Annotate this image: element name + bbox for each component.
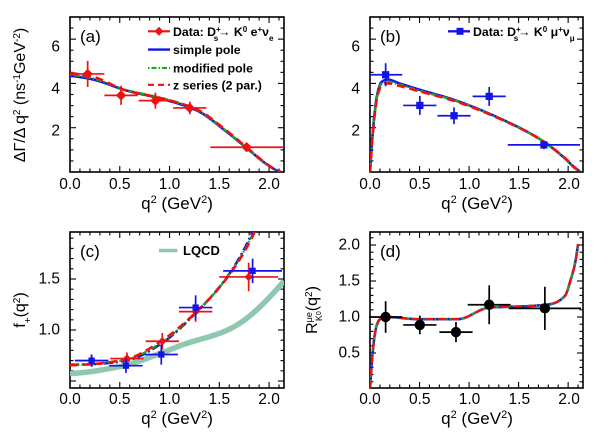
- svg-text:(d): (d): [380, 242, 401, 261]
- svg-text:1.0: 1.0: [459, 176, 481, 193]
- svg-text:1.5: 1.5: [509, 176, 531, 193]
- svg-text:4: 4: [351, 81, 360, 98]
- svg-text:6: 6: [51, 39, 60, 56]
- svg-text:2.0: 2.0: [258, 391, 280, 408]
- svg-text:1.0: 1.0: [459, 391, 481, 408]
- svg-text:0.0: 0.0: [359, 391, 381, 408]
- svg-text:LQCD: LQCD: [183, 243, 220, 258]
- svg-text:2.0: 2.0: [558, 176, 580, 193]
- svg-text:0.0: 0.0: [59, 176, 81, 193]
- svg-text:2: 2: [51, 123, 60, 140]
- svg-text:(b): (b): [380, 27, 401, 46]
- svg-text:2.0: 2.0: [258, 176, 280, 193]
- svg-text:simple pole: simple pole: [173, 43, 241, 57]
- svg-text:0.5: 0.5: [109, 391, 131, 408]
- svg-text:2: 2: [351, 123, 360, 140]
- svg-text:0.5: 0.5: [109, 176, 131, 193]
- svg-text:0.0: 0.0: [359, 176, 381, 193]
- svg-text:0.0: 0.0: [59, 391, 81, 408]
- svg-text:(a): (a): [80, 27, 101, 46]
- svg-text:modified pole: modified pole: [173, 61, 253, 75]
- svg-text:1.0: 1.0: [159, 391, 181, 408]
- svg-text:1.5: 1.5: [509, 391, 531, 408]
- svg-text:ΔΓ/Δ q2 (ns-1GeV-2): ΔΓ/Δ q2 (ns-1GeV-2): [12, 28, 30, 162]
- svg-text:1.5: 1.5: [338, 273, 360, 290]
- svg-text:6: 6: [351, 39, 360, 56]
- svg-text:z series (2 par.): z series (2 par.): [173, 78, 262, 92]
- svg-text:1.5: 1.5: [38, 271, 60, 288]
- svg-text:4: 4: [51, 81, 60, 98]
- svg-text:2.0: 2.0: [338, 237, 360, 254]
- svg-text:1.5: 1.5: [209, 391, 231, 408]
- svg-text:1.0: 1.0: [159, 176, 181, 193]
- svg-text:0.5: 0.5: [409, 176, 431, 193]
- svg-text:1.5: 1.5: [209, 176, 231, 193]
- svg-text:0.5: 0.5: [338, 345, 360, 362]
- svg-text:2.0: 2.0: [558, 391, 580, 408]
- svg-text:1.0: 1.0: [38, 322, 60, 339]
- svg-text:(c): (c): [80, 242, 100, 261]
- svg-text:1.0: 1.0: [338, 309, 360, 326]
- svg-text:0.5: 0.5: [409, 391, 431, 408]
